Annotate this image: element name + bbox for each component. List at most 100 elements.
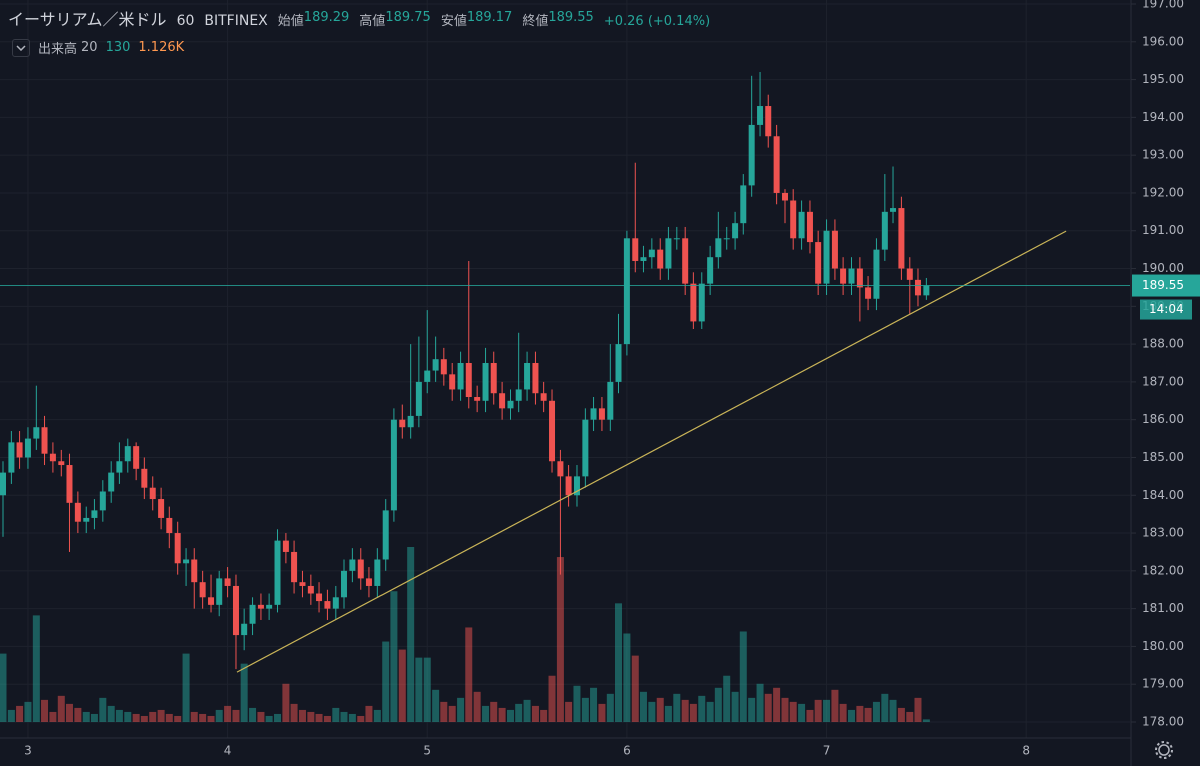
volume-bar <box>706 701 714 722</box>
candle-body <box>790 200 797 239</box>
volume-bar <box>548 675 556 722</box>
volume-bar <box>498 707 506 722</box>
interval: 60 <box>176 13 195 29</box>
candle-body <box>208 597 215 605</box>
collapse-button[interactable] <box>12 38 30 57</box>
axes: 178.00 179.00 180.00 181.00 182.00 183.00 184.… <box>24 0 1200 758</box>
volume-bar <box>465 627 473 722</box>
y-tick-label: 194.00 <box>1142 110 1184 124</box>
volume-bar <box>182 653 190 722</box>
volume-bar <box>82 711 90 722</box>
candle-body <box>640 257 647 261</box>
candle-body <box>906 268 913 280</box>
candle-body <box>340 570 347 598</box>
candle-body <box>183 559 190 564</box>
x-tick-label: 5 <box>423 744 431 758</box>
volume-bar <box>440 701 448 722</box>
candle-body <box>490 363 497 394</box>
volume-bar <box>823 699 831 722</box>
volume-bar <box>398 649 406 722</box>
volume-bar <box>457 697 465 722</box>
ohlc-value: 189.29 <box>303 10 350 25</box>
candle-body <box>83 517 90 522</box>
volume-bar <box>506 709 514 722</box>
volume-bar <box>748 697 756 722</box>
volume-bar <box>814 699 822 722</box>
candle-body <box>415 381 422 416</box>
candle-body <box>0 472 6 496</box>
candle-body <box>374 559 381 586</box>
volume-bar <box>215 709 223 722</box>
volume-bar <box>681 699 689 722</box>
volume-bar <box>839 703 847 722</box>
candle-body <box>914 279 921 296</box>
volume-bar <box>922 719 930 722</box>
volume-bar <box>773 687 781 722</box>
volume-bar <box>889 699 897 722</box>
volume-bar <box>315 713 323 722</box>
volume-bar <box>298 709 306 722</box>
candle-body <box>573 476 580 496</box>
candle-body <box>815 242 822 284</box>
y-tick-label: 178.00 <box>1142 715 1184 729</box>
candle-body <box>282 540 289 552</box>
volume-bar <box>157 709 165 722</box>
volume-bar <box>764 693 772 722</box>
volume-bar <box>432 689 440 722</box>
candle-body <box>499 393 506 409</box>
candle-body <box>698 283 705 322</box>
y-tick-label: 187.00 <box>1142 374 1184 388</box>
candle-body <box>291 551 298 583</box>
candle-body <box>565 476 572 496</box>
volume-bar <box>906 711 914 722</box>
candle-body <box>166 517 173 534</box>
volume-bar <box>656 697 664 722</box>
candle-body <box>266 604 273 609</box>
volume-bar <box>124 711 132 722</box>
volume-bar <box>140 715 148 722</box>
candle-body <box>307 585 314 594</box>
volume-bar <box>107 705 115 722</box>
volume-bar <box>806 709 814 722</box>
candle-body <box>133 446 140 469</box>
candle-body <box>390 419 397 511</box>
candle-body <box>407 415 414 428</box>
volume-bar <box>132 713 140 722</box>
candle-body <box>24 438 31 458</box>
volume-bar <box>190 711 198 722</box>
candle-body <box>773 136 780 193</box>
volume-bar <box>257 711 265 722</box>
candle-body <box>449 374 456 390</box>
volume-bar <box>99 697 107 722</box>
countdown-badge <box>1140 299 1192 320</box>
volume-bar <box>648 701 656 722</box>
volume-bar <box>115 709 123 722</box>
y-tick-label: 184.00 <box>1142 488 1184 502</box>
candle-body <box>723 238 730 240</box>
candle-body <box>141 468 148 488</box>
volume-bar <box>199 713 207 722</box>
volume-bar <box>174 715 182 722</box>
volume-bar <box>631 655 639 722</box>
candle-body <box>257 604 264 609</box>
last-price-badge <box>1132 274 1200 297</box>
candle-body <box>174 533 181 564</box>
chevron-path <box>16 44 26 51</box>
candle-body <box>648 249 655 258</box>
chevron <box>16 44 26 51</box>
candle-body <box>757 106 764 125</box>
last-price-label: 189.55 <box>1142 278 1184 292</box>
candle-body <box>798 211 805 239</box>
candle-body <box>707 257 714 284</box>
volume-label: 出来高 <box>38 42 78 57</box>
settings-icon[interactable] <box>1155 741 1173 759</box>
x-tick-label: 8 <box>1022 744 1030 758</box>
volume-bar <box>606 693 614 722</box>
volume-bar <box>623 633 631 722</box>
volume-bar <box>864 707 872 722</box>
candle-body <box>249 604 256 624</box>
symbol-title: イーサリアム／米ドル <box>8 10 167 29</box>
candle-body <box>224 578 231 586</box>
